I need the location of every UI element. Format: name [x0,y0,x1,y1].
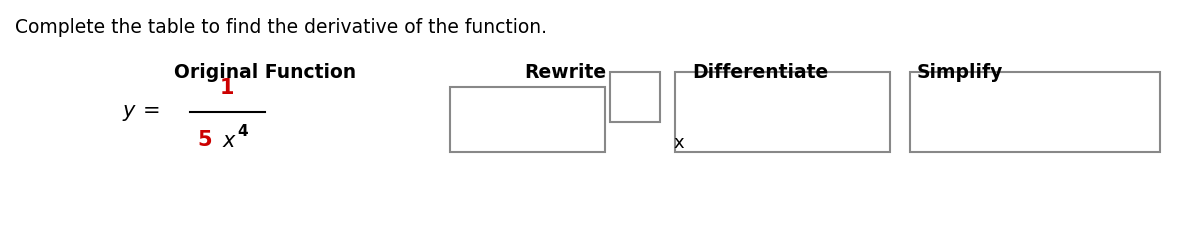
Text: Differentiate: Differentiate [692,63,828,82]
Text: Original Function: Original Function [174,63,356,82]
Text: x: x [673,133,684,151]
Text: Rewrite: Rewrite [524,63,606,82]
Text: 1: 1 [220,78,234,98]
Bar [450,88,605,152]
Bar [610,73,660,122]
Text: $x$: $x$ [222,131,238,150]
Text: 5: 5 [198,129,212,149]
Text: 4: 4 [238,123,248,138]
Text: $y\, =$: $y\, =$ [122,103,160,122]
Text: Complete the table to find the derivative of the function.: Complete the table to find the derivativ… [14,18,547,37]
Bar [910,73,1160,152]
Text: Simplify: Simplify [917,63,1003,82]
Bar [674,73,890,152]
